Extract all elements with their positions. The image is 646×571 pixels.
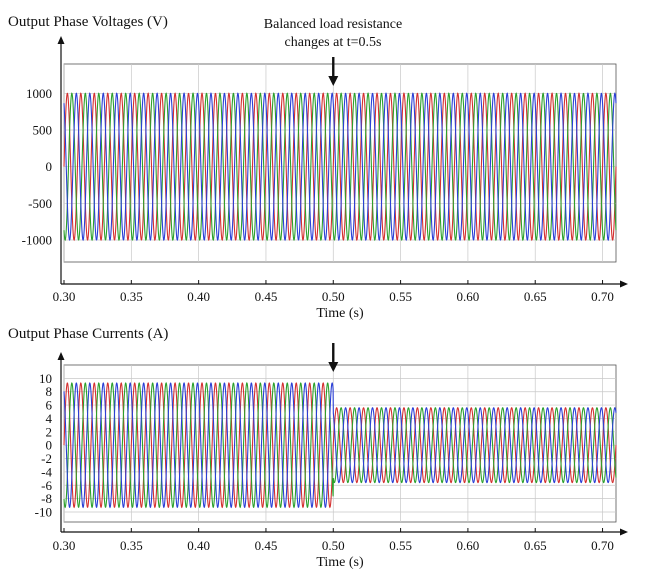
current-y-tick-label: -4 [41, 464, 52, 479]
current-y-tick-label: -8 [41, 491, 52, 506]
voltage-y-tick-label: -1000 [22, 233, 52, 248]
voltage-x-tick-label: 0.35 [120, 289, 143, 304]
current-y-tick-label: 2 [46, 424, 53, 439]
voltage-x-tick-label: 0.45 [255, 289, 278, 304]
current-x-tick-labels: 0.30 0.35 0.40 0.45 0.50 0.55 0.60 0.65 0.70 [53, 528, 614, 553]
voltage-x-tick-labels: 0.30 0.35 0.40 0.45 0.50 0.55 0.60 0.65 0.70 [53, 280, 614, 304]
current-x-axis-arrowhead [620, 528, 628, 536]
current-x-tick-label: 0.35 [120, 538, 143, 553]
current-arrow-head [328, 362, 339, 372]
voltage-series-line-1 [63, 92, 617, 242]
current-x-tick-label: 0.40 [187, 538, 210, 553]
current-panel: Output Phase Currents (A) -10-8-6-4-2024… [8, 326, 628, 570]
current-series-group [63, 382, 617, 509]
current-x-axis-label: Time (s) [316, 555, 364, 570]
current-series-line-3 [63, 382, 617, 509]
current-x-tick-label: 0.60 [457, 538, 480, 553]
current-y-tick-label: 0 [46, 438, 53, 453]
voltage-annotation-line-1: Balanced load resistance [264, 17, 402, 32]
current-y-tick-label: 10 [39, 371, 52, 386]
voltage-x-tick-label: 0.50 [322, 289, 345, 304]
current-x-tick-label: 0.65 [524, 538, 547, 553]
voltage-y-tick-label: 0 [46, 159, 53, 174]
voltage-series-line-3 [63, 92, 617, 242]
voltage-x-tick-label: 0.70 [591, 289, 614, 304]
current-y-tick-label: 8 [46, 384, 53, 399]
voltage-series-line-2 [63, 92, 617, 242]
voltage-y-tick-labels: -1000 -500 0 500 1000 [22, 86, 52, 248]
current-x-tick-label: 0.45 [255, 538, 278, 553]
voltage-x-tick-label: 0.40 [187, 289, 210, 304]
voltage-chart-title: Output Phase Voltages (V) [8, 14, 168, 30]
current-x-tick-label: 0.30 [53, 538, 76, 553]
voltage-x-tick-label: 0.65 [524, 289, 547, 304]
current-x-tick-label: 0.70 [591, 538, 614, 553]
current-annotation-arrow [328, 343, 339, 372]
current-y-tick-label: -6 [41, 478, 52, 493]
voltage-y-tick-label: 500 [33, 123, 53, 138]
voltage-annotation-arrow [328, 57, 339, 86]
voltage-y-tick-label: -500 [28, 196, 52, 211]
current-series-line-2 [63, 382, 617, 509]
voltage-x-tick-label: 0.30 [53, 289, 76, 304]
voltage-annotation-line-2: changes at t=0.5s [285, 35, 382, 50]
voltage-panel: Output Phase Voltages (V) Balanced load … [8, 14, 628, 321]
current-y-axis-arrowhead [57, 352, 65, 360]
current-y-tick-label: 4 [46, 411, 53, 426]
voltage-y-tick-label: 1000 [26, 86, 52, 101]
current-series-line-1 [63, 382, 617, 509]
voltage-x-axis-arrowhead [620, 280, 628, 288]
current-axes [57, 352, 628, 536]
current-x-tick-label: 0.50 [322, 538, 345, 553]
voltage-axes [57, 36, 628, 288]
current-y-tick-label: 6 [46, 398, 53, 413]
current-x-tick-label: 0.55 [389, 538, 412, 553]
voltage-x-tick-label: 0.55 [389, 289, 412, 304]
voltage-x-axis-label: Time (s) [316, 306, 364, 321]
voltage-x-tick-label: 0.60 [457, 289, 480, 304]
voltage-series-group [63, 92, 617, 242]
voltage-arrow-head [328, 76, 339, 86]
current-y-tick-label: -2 [41, 451, 52, 466]
current-y-tick-label: -10 [35, 504, 52, 519]
current-chart-title: Output Phase Currents (A) [8, 326, 168, 342]
voltage-y-axis-arrowhead [57, 36, 65, 44]
